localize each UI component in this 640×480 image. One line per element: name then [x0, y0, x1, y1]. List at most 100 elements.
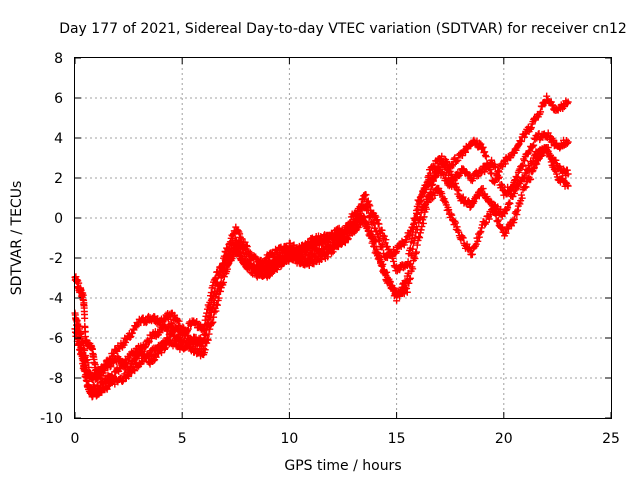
data-point [370, 243, 378, 251]
data-point [416, 198, 424, 206]
data-point [184, 325, 192, 333]
data-point [84, 359, 92, 367]
data-point [337, 228, 345, 236]
data-point [544, 147, 552, 155]
data-point [365, 200, 373, 208]
data-point [218, 272, 226, 280]
data-point [152, 353, 160, 361]
data-point [207, 292, 215, 300]
data-point [344, 236, 352, 244]
data-point [381, 239, 389, 247]
data-point [109, 375, 117, 383]
data-point [533, 157, 541, 165]
data-point [352, 215, 360, 223]
data-point [375, 251, 383, 259]
data-point [132, 323, 140, 331]
data-point [412, 250, 420, 258]
data-point [241, 258, 249, 266]
data-point [506, 200, 514, 208]
data-point [393, 297, 401, 305]
data-point [397, 288, 405, 296]
data-point [494, 218, 502, 226]
data-point [432, 172, 440, 180]
data-point [398, 237, 406, 245]
data-point [420, 213, 428, 221]
data-point [190, 333, 198, 341]
data-point [543, 92, 551, 100]
data-point [207, 289, 215, 297]
data-point [520, 184, 528, 192]
data-point [409, 245, 417, 253]
data-point [318, 256, 326, 264]
data-point [454, 156, 462, 164]
y-tick-label: 8 [54, 51, 63, 67]
data-point [515, 166, 523, 174]
data-point [452, 219, 460, 227]
y-axis-label: SDTVAR / TECUs [9, 181, 25, 296]
data-point [211, 275, 219, 283]
data-point [406, 261, 414, 269]
data-point [526, 165, 534, 173]
data-point [564, 138, 572, 146]
data-point [74, 335, 82, 343]
data-point [90, 383, 98, 391]
data-point [494, 175, 502, 183]
data-point [383, 268, 391, 276]
data-point [81, 314, 89, 322]
data-point [389, 254, 397, 262]
data-point [476, 229, 484, 237]
data-point [144, 351, 152, 359]
data-point [126, 364, 134, 372]
data-point [537, 108, 545, 116]
data-point [468, 250, 476, 258]
data-point [413, 225, 421, 233]
data-point [215, 294, 223, 302]
y-tick-label: 0 [54, 211, 63, 227]
x-tick-label: 15 [388, 431, 406, 447]
data-point [209, 304, 217, 312]
data-point [236, 240, 244, 248]
data-point [243, 251, 251, 259]
data-point [518, 162, 526, 170]
data-point [482, 153, 490, 161]
data-point [514, 206, 522, 214]
data-point [511, 189, 519, 197]
y-tick-label: -8 [49, 371, 63, 387]
data-point [200, 345, 208, 353]
data-point [538, 103, 546, 111]
data-point [123, 359, 131, 367]
data-point [433, 167, 441, 175]
y-tick-label: -2 [49, 251, 63, 267]
data-point [82, 352, 90, 360]
axis-ticks: 0 5 10 15 20 25 -10 -8 -6 -4 -2 0 2 4 6 8 [40, 51, 620, 447]
data-point [446, 167, 454, 175]
data-point [520, 173, 528, 181]
y-tick-label: -10 [40, 411, 63, 427]
data-point [482, 218, 490, 226]
data-series [71, 92, 572, 401]
data-point [138, 358, 146, 366]
data-point [464, 198, 472, 206]
data-point [116, 365, 124, 373]
data-point [455, 187, 463, 195]
data-point [373, 216, 381, 224]
data-point [452, 180, 460, 188]
data-point [225, 257, 233, 265]
data-point [161, 345, 169, 353]
series-track-c [71, 129, 572, 383]
data-point [416, 214, 424, 222]
data-point [416, 215, 424, 223]
data-point [386, 278, 394, 286]
data-point [209, 318, 217, 326]
y-tick-label: 4 [54, 131, 63, 147]
data-point [516, 200, 524, 208]
data-point [459, 234, 467, 242]
data-point [458, 152, 466, 160]
data-point [362, 219, 370, 227]
data-point [139, 345, 147, 353]
data-point [89, 376, 97, 384]
data-point [459, 193, 467, 201]
data-point [563, 100, 571, 108]
data-point [564, 170, 572, 178]
data-point [488, 156, 496, 164]
